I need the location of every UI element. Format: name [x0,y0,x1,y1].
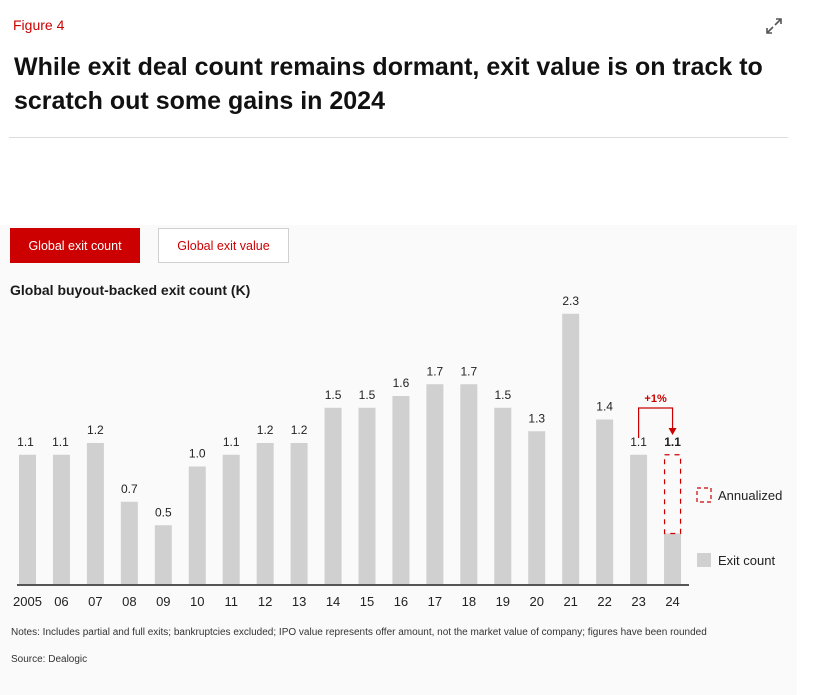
bar-19 [494,407,512,584]
bar-14 [324,407,342,584]
x-tick-label-20: 20 [530,594,544,609]
data-label-11: 1.1 [223,435,240,449]
bar-21 [562,313,580,584]
bar-16 [392,396,410,584]
bar-09 [154,525,172,584]
x-tick-label-10: 10 [190,594,204,609]
x-tick-label-11: 11 [224,594,238,609]
bar-10 [188,466,206,584]
chart-notes: Notes: Includes partial and full exits; … [11,627,707,638]
data-label-19: 1.5 [494,388,511,402]
data-label-16: 1.6 [393,376,410,390]
bar-08 [120,501,138,584]
data-label-18: 1.7 [461,364,478,378]
bar-18 [460,384,478,584]
data-label-15: 1.5 [359,388,376,402]
growth-annotation: +1% [644,393,667,405]
x-tick-label-17: 17 [428,594,442,609]
data-label-24: 1.1 [664,435,681,449]
x-tick-label-14: 14 [326,594,340,609]
legend-label-annualized: Annualized [718,488,782,503]
legend-swatch-exit-count [697,553,711,567]
x-tick-label-06: 06 [54,594,68,609]
x-tick-label-15: 15 [360,594,374,609]
legend-label-exit-count: Exit count [718,553,775,568]
expand-icon[interactable] [763,15,785,37]
data-label-06: 1.1 [52,435,69,449]
growth-bracket [638,407,674,438]
bar-06 [52,454,70,584]
data-label-14: 1.5 [325,388,342,402]
chart-source: Source: Dealogic [11,654,88,665]
x-tick-label-09: 09 [156,594,170,609]
bar-11 [222,454,240,584]
x-tick-label-21: 21 [563,594,577,609]
chart-title: Global buyout-backed exit count (K) [10,282,251,298]
growth-arrow-icon [668,428,677,435]
data-label-09: 0.5 [155,505,172,519]
data-label-07: 1.2 [87,423,104,437]
legend-swatch-annualized [696,487,712,503]
x-tick-label-08: 08 [122,594,136,609]
data-label-12: 1.2 [257,423,274,437]
bar-23 [630,454,648,584]
x-tick-label-24: 24 [665,594,679,609]
bar-annualized-24 [663,454,682,535]
data-label-23: 1.1 [630,435,647,449]
x-tick-label-16: 16 [394,594,408,609]
tab-global-exit-value[interactable]: Global exit value [158,228,289,263]
bar-22 [596,419,614,584]
data-label-22: 1.4 [596,400,613,414]
x-tick-label-07: 07 [88,594,102,609]
bar-20 [528,431,546,584]
bar-15 [358,407,376,584]
tab-global-exit-count[interactable]: Global exit count [10,228,140,263]
divider [9,137,788,138]
x-tick-label-2005: 2005 [13,594,42,609]
bar-13 [290,443,308,584]
x-tick-label-12: 12 [258,594,272,609]
data-label-20: 1.3 [528,411,545,425]
data-label-17: 1.7 [427,364,444,378]
chart-headline: While exit deal count remains dormant, e… [14,53,763,115]
figure-label: Figure 4 [13,17,65,33]
bar-17 [426,384,444,584]
x-tick-label-19: 19 [496,594,510,609]
x-tick-label-22: 22 [597,594,611,609]
bar-07 [86,443,104,584]
data-label-21: 2.3 [562,294,579,308]
bar-12 [256,443,274,584]
data-label-13: 1.2 [291,423,308,437]
bar-24 [664,533,682,584]
data-label-10: 1.0 [189,447,206,461]
bar-2005 [19,454,36,584]
data-label-08: 0.7 [121,482,138,496]
x-tick-label-18: 18 [462,594,476,609]
x-tick-label-23: 23 [631,594,645,609]
x-tick-label-13: 13 [292,594,306,609]
data-label-2005: 1.1 [17,435,34,449]
